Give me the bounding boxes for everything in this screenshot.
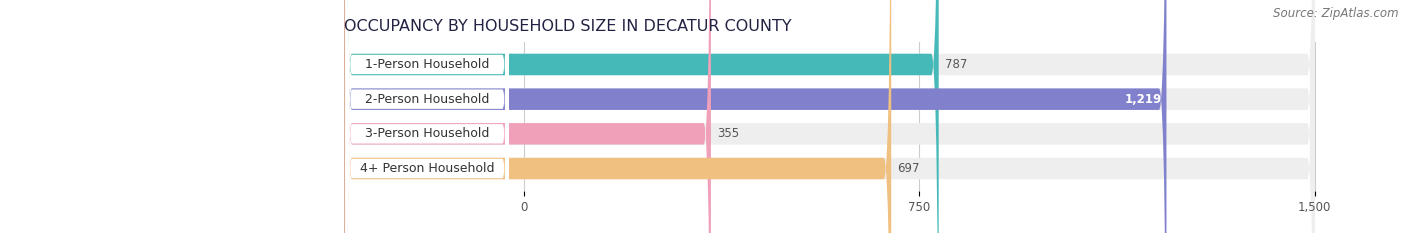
Text: 355: 355 (717, 127, 740, 140)
FancyBboxPatch shape (346, 0, 509, 233)
FancyBboxPatch shape (344, 0, 891, 233)
Text: 697: 697 (897, 162, 920, 175)
FancyBboxPatch shape (344, 0, 1315, 233)
FancyBboxPatch shape (344, 0, 1315, 233)
Text: 1,219: 1,219 (1125, 93, 1163, 106)
Text: 1-Person Household: 1-Person Household (366, 58, 489, 71)
FancyBboxPatch shape (344, 0, 939, 233)
FancyBboxPatch shape (344, 0, 1315, 233)
Text: 3-Person Household: 3-Person Household (366, 127, 489, 140)
FancyBboxPatch shape (346, 0, 509, 233)
Text: 4+ Person Household: 4+ Person Household (360, 162, 495, 175)
FancyBboxPatch shape (346, 0, 509, 233)
Text: Source: ZipAtlas.com: Source: ZipAtlas.com (1274, 7, 1399, 20)
Text: 2-Person Household: 2-Person Household (366, 93, 489, 106)
FancyBboxPatch shape (346, 0, 509, 233)
FancyBboxPatch shape (344, 0, 1315, 233)
FancyBboxPatch shape (344, 0, 1167, 233)
Text: 787: 787 (945, 58, 967, 71)
Text: OCCUPANCY BY HOUSEHOLD SIZE IN DECATUR COUNTY: OCCUPANCY BY HOUSEHOLD SIZE IN DECATUR C… (344, 19, 792, 34)
FancyBboxPatch shape (344, 0, 711, 233)
